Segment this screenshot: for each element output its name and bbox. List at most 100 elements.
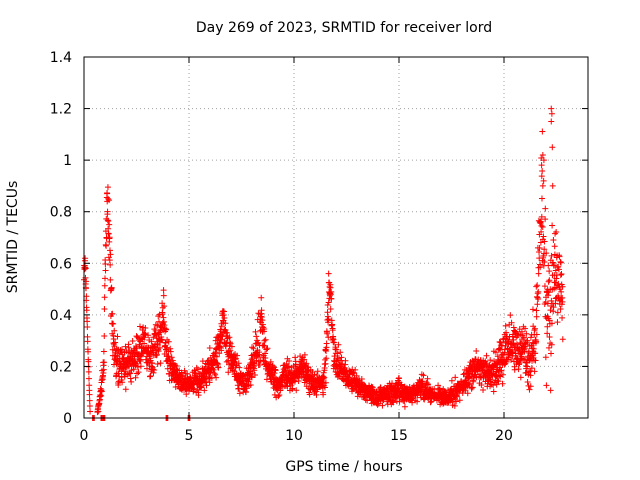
y-axis-label: SRMTID / TECUs — [5, 181, 21, 294]
data-point — [480, 386, 487, 393]
data-point — [258, 314, 265, 321]
data-point — [323, 355, 330, 362]
data-point — [275, 393, 282, 400]
data-point — [109, 310, 116, 317]
data-point — [225, 369, 232, 376]
data-point — [547, 387, 554, 394]
y-tick-label: 0.6 — [50, 256, 72, 272]
data-point — [556, 253, 563, 260]
data-point — [122, 368, 129, 375]
data-point — [101, 294, 108, 301]
data-point — [160, 314, 167, 321]
data-point — [292, 354, 299, 361]
data-point — [154, 360, 161, 367]
data-point — [557, 305, 564, 312]
data-point — [520, 355, 527, 362]
data-point — [526, 386, 533, 393]
data-point — [105, 195, 112, 202]
data-point — [261, 337, 268, 344]
data-point — [276, 391, 283, 398]
data-point — [100, 366, 107, 373]
data-point — [533, 307, 540, 314]
data-point — [528, 365, 535, 372]
data-point — [469, 357, 476, 364]
data-point — [107, 276, 114, 283]
data-point — [168, 354, 175, 361]
x-tick-label: 20 — [495, 428, 513, 444]
data-point — [100, 348, 107, 355]
data-point — [493, 381, 500, 388]
data-point — [142, 331, 149, 338]
data-point — [149, 366, 156, 373]
data-point — [135, 369, 142, 376]
data-point — [330, 336, 337, 343]
data-point — [496, 338, 503, 345]
y-tick-label: 1 — [63, 153, 72, 169]
data-point — [548, 110, 555, 117]
data-point — [249, 344, 256, 351]
data-point — [256, 351, 263, 358]
data-point — [104, 190, 111, 197]
x-tick-label: 15 — [390, 428, 408, 444]
data-point — [101, 282, 108, 289]
data-point — [107, 251, 114, 258]
data-point — [544, 323, 551, 330]
data-point — [173, 362, 180, 369]
data-point — [375, 400, 382, 407]
data-point — [538, 228, 545, 235]
data-point — [536, 218, 543, 225]
x-axis-label: GPS time / hours — [285, 459, 402, 475]
data-point — [540, 157, 547, 164]
data-point — [559, 283, 566, 290]
data-point — [353, 372, 360, 379]
data-point — [522, 325, 529, 332]
data-point — [548, 252, 555, 259]
data-point — [529, 306, 536, 313]
data-point — [160, 287, 167, 294]
data-point — [495, 378, 502, 385]
data-point — [82, 257, 89, 264]
data-point — [466, 380, 473, 387]
data-point — [541, 246, 548, 253]
data-point — [456, 397, 463, 404]
data-point — [84, 318, 91, 325]
data-point — [102, 267, 109, 274]
data-point — [546, 268, 553, 275]
data-point — [235, 360, 242, 367]
data-point — [137, 363, 144, 370]
data-point — [549, 182, 556, 189]
data-point — [114, 333, 121, 340]
plot-frame — [83, 56, 589, 419]
data-point — [218, 347, 225, 354]
data-point — [558, 288, 565, 295]
data-point — [229, 367, 236, 374]
data-point — [339, 360, 346, 367]
data-point — [555, 266, 562, 273]
data-point — [538, 162, 545, 169]
data-point — [235, 385, 242, 392]
data-point — [86, 403, 93, 410]
y-tick-label: 0 — [63, 411, 72, 427]
data-point — [133, 360, 140, 367]
data-point — [181, 367, 188, 374]
grid — [84, 57, 588, 418]
data-point — [213, 353, 220, 360]
data-point — [165, 353, 172, 360]
data-point — [550, 236, 557, 243]
data-point — [225, 348, 232, 355]
data-point — [326, 291, 333, 298]
data-point — [107, 261, 114, 268]
data-point — [555, 280, 562, 287]
data-point — [327, 284, 334, 291]
data-point — [105, 254, 112, 261]
data-point — [319, 379, 326, 386]
data-point — [282, 367, 289, 374]
data-point — [303, 360, 310, 367]
data-point — [286, 358, 293, 365]
data-point — [201, 387, 208, 394]
data-point — [539, 167, 546, 174]
data-point — [86, 391, 93, 398]
data-point — [167, 348, 174, 355]
data-point — [499, 371, 506, 378]
